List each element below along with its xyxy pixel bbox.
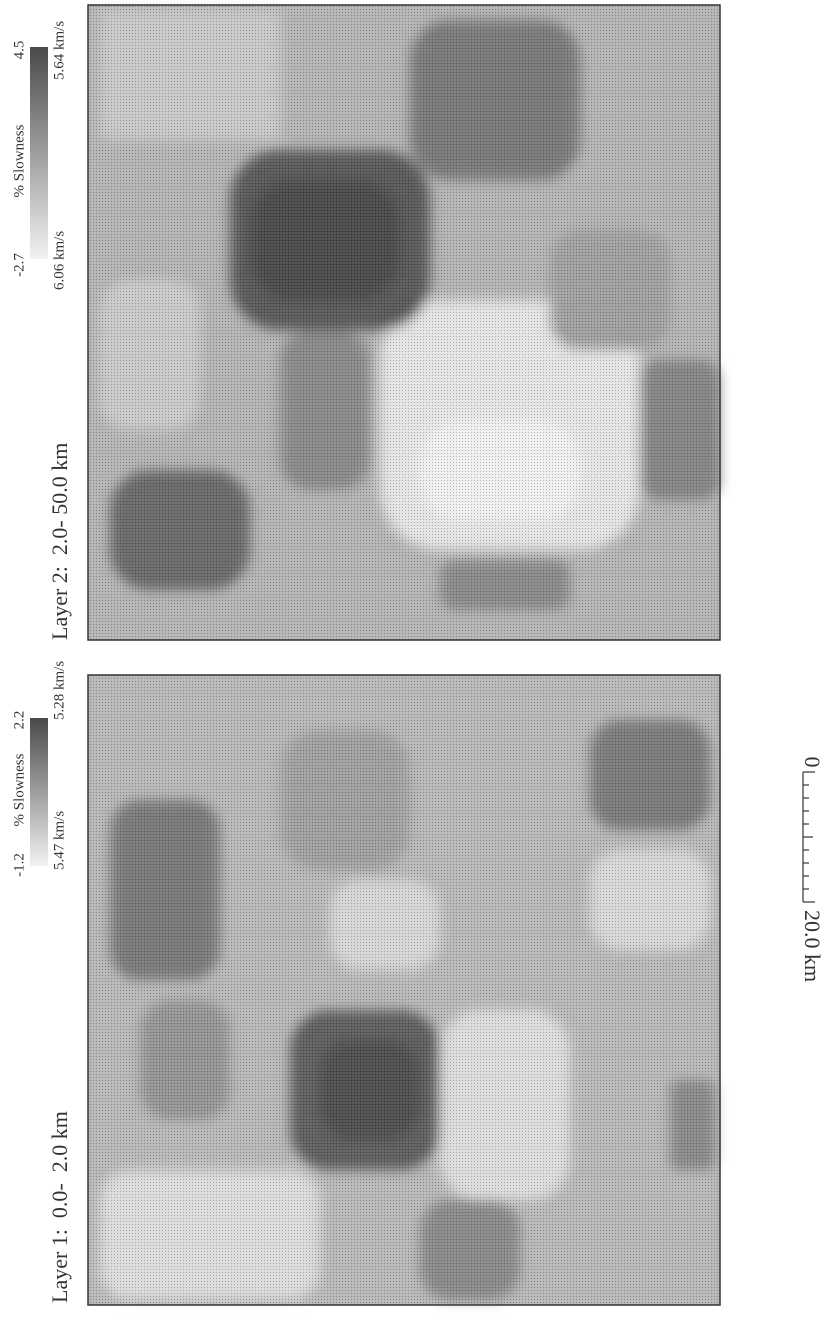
map-layer-1	[88, 675, 720, 1305]
scale-end: 20.0 km	[800, 910, 821, 982]
colorbar-max: 2.2	[11, 711, 27, 730]
colorbar-max: 4.5	[11, 41, 27, 60]
scale-ticks	[803, 772, 815, 902]
panel-label: Layer 1: 0.0- 2.0 km	[47, 1111, 72, 1303]
colorbar-max-velocity: 5.28 km/s	[51, 661, 67, 720]
scale-start: 0	[800, 757, 821, 768]
colorbar-min: -1.2	[11, 853, 27, 877]
scale-bar: 0 20.0 km	[800, 757, 821, 983]
colorbar-title: % Slowness	[11, 753, 27, 826]
colorbar-min-velocity: 5.47 km/s	[51, 811, 67, 870]
colorbar-min: -2.7	[11, 253, 27, 277]
figure: Layer 1: 0.0- 2.0 km -1.2 % Slowness 2.2…	[0, 0, 821, 1321]
map-layer-2	[88, 5, 720, 640]
colorbar-max-velocity: 5.64 km/s	[51, 21, 67, 80]
colorbar	[30, 718, 48, 866]
colorbar-min-velocity: 6.06 km/s	[51, 231, 67, 290]
colorbar-title: % Slowness	[11, 124, 27, 197]
panel-label: Layer 2: 2.0- 50.0 km	[47, 443, 72, 640]
colorbar	[30, 47, 48, 259]
rotated-labels: Layer 1: 0.0- 2.0 km -1.2 % Slowness 2.2…	[11, 21, 72, 1303]
